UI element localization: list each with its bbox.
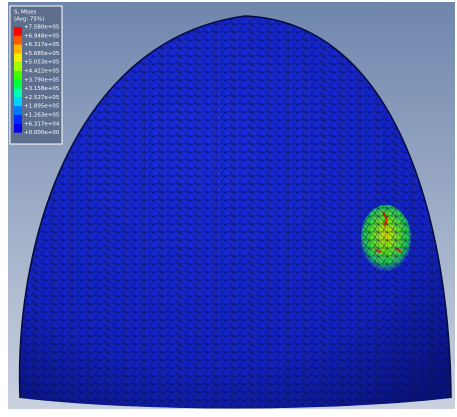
viewport: S, Mises (Avg: 75%) +7.580e+05 +6.948e+05… [0, 0, 457, 417]
legend-swatch [14, 80, 22, 89]
legend-swatch [14, 89, 22, 98]
legend-swatch [14, 62, 22, 71]
legend-swatch [14, 53, 22, 62]
legend-label: +3.158e+05 [24, 86, 60, 92]
legend-swatch [14, 124, 22, 133]
legend-swatch [14, 106, 22, 115]
legend-swatch [14, 45, 22, 54]
legend-label: +5.685e+05 [24, 51, 60, 57]
legend-label: +1.895e+05 [24, 104, 60, 110]
legend-label: +0.000e+00 [24, 130, 60, 136]
legend-label: +3.790e+05 [24, 77, 60, 83]
legend-label: +2.527e+05 [24, 95, 60, 101]
legend-swatch [14, 97, 22, 106]
legend-subtitle: (Avg: 75%) [14, 17, 44, 23]
legend-label: +5.053e+05 [24, 60, 60, 66]
legend-swatch [14, 115, 22, 124]
legend-label: +7.580e+05 [24, 25, 60, 31]
legend-swatch [14, 71, 22, 80]
legend-label: +1.263e+05 [24, 113, 60, 119]
legend-swatch [14, 36, 22, 45]
legend-label: +6.948e+05 [24, 33, 60, 39]
legend-title: S, Mises [14, 10, 37, 16]
legend-swatch [14, 27, 22, 36]
legend: S, Mises (Avg: 75%) +7.580e+05 +6.948e+05… [10, 6, 62, 144]
legend-label: +6.317e+04 [24, 121, 60, 127]
legend-label: +6.317e+05 [24, 42, 60, 48]
legend-label: +4.422e+05 [24, 69, 60, 75]
